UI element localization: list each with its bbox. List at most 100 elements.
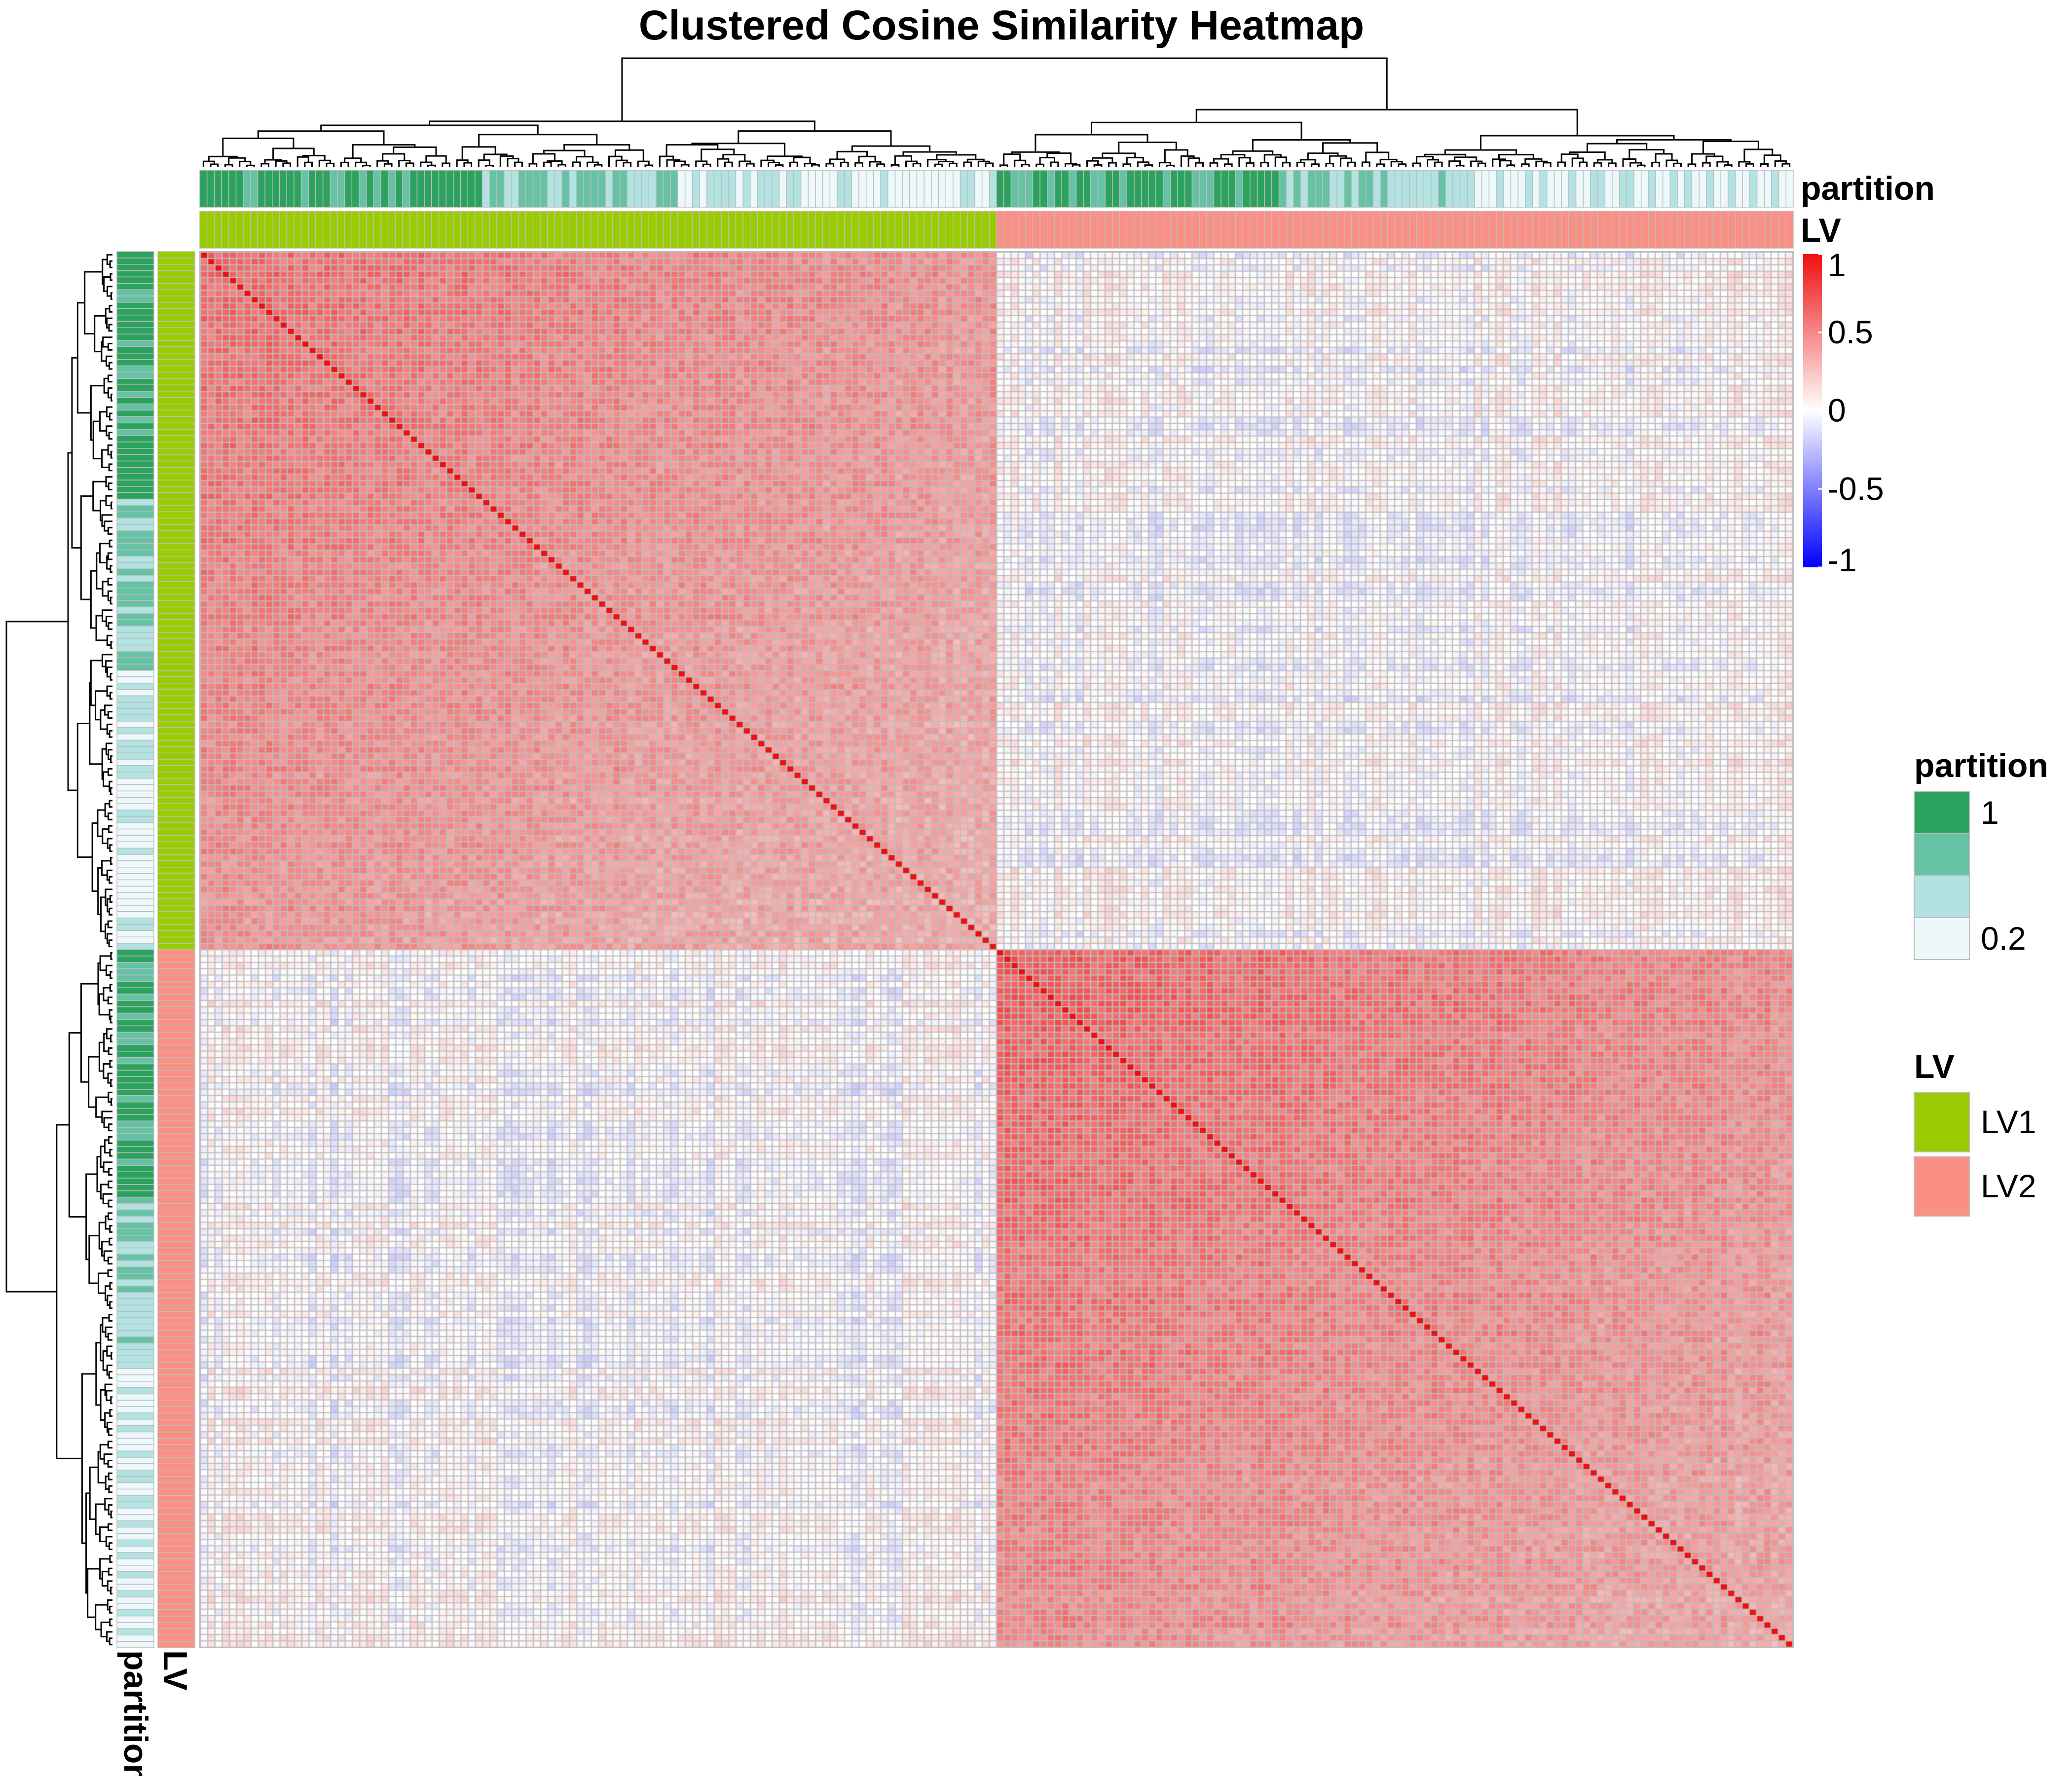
top-lv-cell (873, 211, 881, 249)
left-lv-cell (157, 575, 195, 582)
top-partition-cell (532, 170, 541, 208)
left-lv-cell (157, 803, 195, 811)
top-partition-cell (1445, 170, 1453, 208)
dendrogram-branch (543, 149, 586, 157)
left-partition-cell (116, 384, 154, 392)
dendrogram-branch (1108, 162, 1117, 167)
top-lv-cell (1648, 211, 1656, 249)
dendrogram-branch (738, 130, 892, 147)
dendrogram-branch (1093, 164, 1103, 167)
top-lv-cell (438, 211, 446, 249)
dendrogram-branch (111, 1352, 112, 1360)
top-lv-cell (1242, 211, 1251, 249)
left-lv-cell (157, 1520, 195, 1528)
dendrogram-branch (528, 163, 538, 167)
left-partition-cell (116, 1184, 154, 1191)
partition-legend-label: 0.2 (1981, 920, 2026, 957)
left-partition-cell (116, 518, 154, 525)
left-lv-cell (157, 1641, 195, 1648)
left-lv-cell (157, 302, 195, 309)
dendrogram-branch (110, 952, 112, 960)
dendrogram-branch (108, 622, 112, 630)
left-lv-cell (157, 1196, 195, 1204)
top-lv-cell (808, 211, 816, 249)
left-partition-cell (116, 1228, 154, 1236)
left-lv-cell (157, 651, 195, 659)
top-lv-cell (1177, 211, 1185, 249)
dendrogram-branch (1691, 153, 1715, 164)
left-partition-cell (116, 391, 154, 398)
left-partition-cell (116, 1488, 154, 1496)
top-partition-cell (511, 170, 519, 208)
top-partition-cell (1655, 170, 1664, 208)
top-lv-cell (684, 211, 693, 249)
left-lv-cell (157, 1298, 195, 1306)
dendrogram-branch (104, 520, 112, 532)
dendrogram-branch (644, 164, 654, 167)
dendrogram-branch (1021, 164, 1030, 167)
top-lv-cell (1640, 211, 1649, 249)
dendrogram-branch (109, 1225, 112, 1233)
dendrogram-branch (1629, 162, 1642, 167)
left-partition-cell (116, 1324, 154, 1331)
top-partition-cell (1199, 170, 1207, 208)
top-partition-cell (1032, 170, 1040, 208)
left-partition-cell (116, 1254, 154, 1261)
left-lv-cell (157, 657, 195, 665)
left-partition-cell (116, 606, 154, 614)
dendrogram-branch (1454, 156, 1478, 161)
dendrogram-branch (106, 1365, 112, 1376)
dendrogram-branch (80, 495, 93, 600)
left-partition-cell (116, 854, 154, 861)
dendrogram-branch (1122, 163, 1132, 167)
top-partition-cell (1003, 170, 1012, 208)
top-lv-cell (967, 211, 975, 249)
left-partition-cell (116, 689, 154, 697)
dendrogram-branch (106, 406, 112, 417)
top-partition-cell (981, 170, 990, 208)
left-lv-cell (157, 333, 195, 341)
left-partition-cell (116, 841, 154, 849)
top-partition-cell (1568, 170, 1577, 208)
dendrogram-branch (461, 146, 496, 160)
top-partition-cell (344, 170, 353, 208)
left-partition-cell (116, 302, 154, 309)
dendrogram-branch (1444, 149, 1517, 155)
top-partition-cell (1619, 170, 1628, 208)
partition-legend-title: partition (1914, 747, 2048, 784)
top-lv-cell (569, 211, 577, 249)
dendrogram-branch (1477, 162, 1486, 167)
left-lv-cell (157, 981, 195, 988)
left-lv-cell (157, 1063, 195, 1071)
top-lv-cell (1235, 211, 1243, 249)
left-partition-cell (116, 892, 154, 899)
dendrogram-branch (109, 1282, 112, 1290)
dendrogram-branch (109, 907, 112, 916)
top-partition-cell (1749, 170, 1758, 208)
top-partition-cell (641, 170, 650, 208)
left-lv-cell (157, 296, 195, 303)
top-partition-cell (1756, 170, 1765, 208)
left-lv-cell (157, 790, 195, 798)
left-lv-cell (157, 752, 195, 760)
left-partition-cell (116, 987, 154, 995)
top-lv-cell (416, 211, 425, 249)
top-lv-cell (1075, 211, 1084, 249)
left-partition-cell (116, 822, 154, 830)
left-partition-cell (116, 1425, 154, 1433)
left-lv-cell (157, 1152, 195, 1160)
top-lv-cell (424, 211, 432, 249)
left-lv-cell (157, 505, 195, 513)
dendrogram-branch (107, 590, 112, 601)
left-lv-cell (157, 442, 195, 449)
left-partition-cell (116, 619, 154, 627)
top-lv-cell (1336, 211, 1345, 249)
left-lv-cell (157, 1584, 195, 1591)
left-partition-cell (116, 1165, 154, 1172)
top-partition-cell (1510, 170, 1518, 208)
left-lv-annotation-bar (157, 251, 195, 1648)
top-lv-cell (1445, 211, 1453, 249)
left-lv-cell (157, 1412, 195, 1420)
top-lv-cell (1467, 211, 1475, 249)
dendrogram-branch (362, 165, 371, 167)
